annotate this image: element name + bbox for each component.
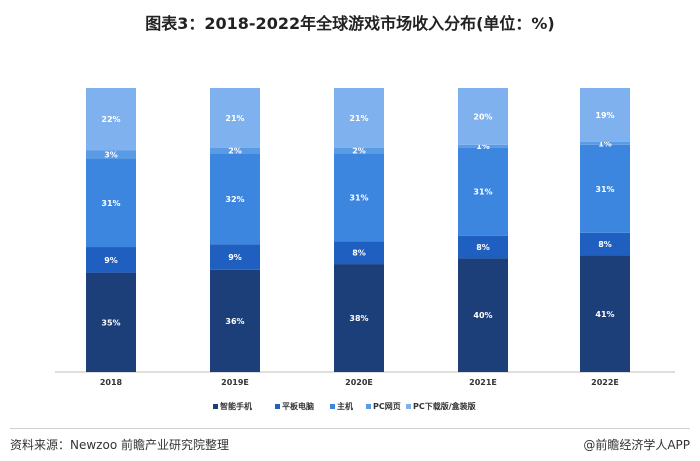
bar-segment-2019E-3	[210, 147, 260, 154]
chart-title: 图表3：2018-2022年全球游戏市场收入分布(单位：%)	[145, 14, 555, 33]
bar-segment-2022E-1	[580, 232, 630, 256]
bar-segment-2022E-3	[580, 141, 630, 145]
data-label-2020E-3: 2%	[352, 146, 366, 155]
bar-segment-2022E-4	[580, 88, 630, 142]
data-label-2022E-0: 41%	[595, 310, 614, 319]
bar-segment-2018-4	[86, 88, 136, 151]
data-label-2020E-1: 8%	[352, 249, 366, 258]
data-label-2018-2: 31%	[101, 199, 120, 208]
bar-segment-2020E-0	[334, 264, 384, 372]
data-label-2018-0: 35%	[101, 318, 120, 327]
data-label-2020E-2: 31%	[349, 193, 368, 202]
bar-segment-2021E-0	[458, 258, 508, 372]
x-tick-label-2022E: 2022E	[591, 378, 619, 387]
source-note: 资料来源：Newzoo 前瞻产业研究院整理	[10, 438, 229, 452]
bar-segment-2021E-1	[458, 235, 508, 259]
data-label-2020E-4: 21%	[349, 114, 368, 123]
x-tick-label-2019E: 2019E	[221, 378, 249, 387]
data-label-2021E-0: 40%	[473, 311, 492, 320]
x-tick-label-2021E: 2021E	[469, 378, 497, 387]
bar-segment-2018-2	[86, 159, 136, 248]
x-tick-label-2018: 2018	[100, 378, 123, 387]
data-label-2019E-2: 32%	[225, 195, 244, 204]
legend-swatch-3	[366, 404, 371, 409]
legend-swatch-1	[275, 404, 280, 409]
bar-segment-2022E-0	[580, 255, 630, 372]
bar-segment-2020E-4	[334, 88, 384, 148]
data-label-2018-1: 9%	[104, 256, 118, 265]
data-label-2018-4: 22%	[101, 115, 120, 124]
data-label-2021E-1: 8%	[476, 243, 490, 252]
data-label-2022E-2: 31%	[595, 185, 614, 194]
bar-segment-2020E-3	[334, 147, 384, 154]
bar-segment-2020E-1	[334, 241, 384, 265]
data-label-2022E-4: 19%	[595, 111, 614, 120]
data-label-2021E-3: 1%	[476, 142, 490, 151]
bar-segment-2021E-3	[458, 144, 508, 148]
x-tick-label-2020E: 2020E	[345, 378, 373, 387]
data-label-2019E-1: 9%	[228, 253, 242, 262]
data-label-2019E-3: 2%	[228, 146, 242, 155]
data-label-2021E-2: 31%	[473, 188, 492, 197]
bar-segment-2021E-4	[458, 88, 508, 145]
bar-segment-2019E-0	[210, 269, 260, 372]
data-label-2021E-4: 20%	[473, 112, 492, 121]
bar-segment-2019E-4	[210, 88, 260, 148]
footer-divider	[10, 428, 690, 429]
bar-segment-2019E-1	[210, 244, 260, 270]
bar-segment-2018-0	[86, 272, 136, 372]
data-label-2022E-3: 1%	[598, 139, 612, 148]
legend-swatch-2	[330, 404, 335, 409]
data-label-2019E-4: 21%	[225, 114, 244, 123]
legend-label-0: 智能手机	[220, 401, 252, 411]
data-label-2019E-0: 36%	[225, 317, 244, 326]
bar-segment-2018-1	[86, 247, 136, 273]
legend-label-2: 主机	[337, 401, 353, 411]
bar-segment-2018-3	[86, 150, 136, 159]
bar-segment-2020E-2	[334, 153, 384, 242]
legend-swatch-0	[213, 404, 218, 409]
brand-credit: @前瞻经济学人APP	[583, 438, 690, 452]
legend-label-3: PC网页	[373, 402, 401, 411]
data-label-2018-3: 3%	[104, 151, 118, 160]
bar-segment-2021E-2	[458, 147, 508, 236]
legend-swatch-4	[406, 404, 411, 409]
bar-segment-2019E-2	[210, 153, 260, 245]
legend-label-4: PC下载版/盒装版	[413, 401, 476, 411]
data-label-2020E-0: 38%	[349, 314, 368, 323]
bar-segment-2022E-2	[580, 144, 630, 233]
legend-label-1: 平板电脑	[282, 401, 314, 411]
data-label-2022E-1: 8%	[598, 240, 612, 249]
